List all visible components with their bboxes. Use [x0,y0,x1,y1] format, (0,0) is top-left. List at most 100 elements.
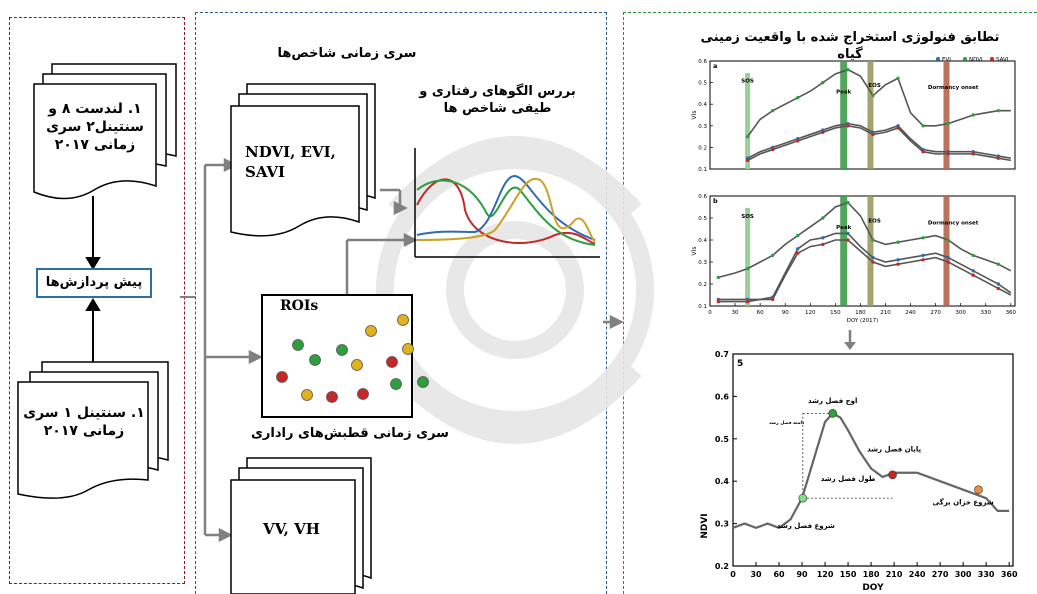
phenology-band [840,196,848,306]
data-point-savi [921,150,925,154]
annotation-label: Peak [836,89,851,95]
right-title: تطابق فنولوژی استخراج شده با واقعیت زمین… [700,30,1000,62]
data-point-ndvi [996,262,1000,266]
y-tick-label: 0.2 [698,282,707,288]
y-tick-label: 0.6 [715,392,730,401]
annotation-label: Dormancy onset [928,85,979,91]
annotation-length: طول فصل رشد [821,475,876,483]
data-point-ndvi [971,253,975,258]
x-tick-label: 150 [840,570,857,579]
phenology-band [745,73,751,169]
data-point-savi [996,286,1000,291]
phenology-point [974,485,983,494]
x-axis-label: DOY [862,583,884,593]
x-tick-label: 120 [817,570,834,579]
y-axis-label: NDVI [700,513,710,538]
annotation-label: EOS [868,218,880,224]
series-line-ndvi [732,411,1010,530]
phenology-band [745,208,751,306]
x-tick-label: 0 [708,310,712,316]
data-point-savi [921,258,925,262]
indices-document-stack [230,83,376,237]
x-tick-label: 210 [886,570,903,579]
phenology-band [867,196,874,306]
data-point-savi [716,299,721,304]
annotation-label: SOS [741,214,754,220]
data-point-savi [846,238,850,242]
radar-document-stack [230,457,372,594]
data-point-ndvi [716,275,721,280]
y-tick-label: 0.6 [698,194,707,200]
input-data-panel [9,17,185,584]
annotation-amplitude: دامنه فصل رشد [769,421,805,426]
annotation-peak: اوج فصل رشد [808,397,857,405]
data-point-ndvi [846,200,850,205]
x-tick-label: 180 [863,570,880,579]
processing-panel [195,12,607,594]
chart-c: 0.2 0.3 0.4 0.5 0.6 0.7 0 30 60 90 120 150 180 210 240… [700,350,1018,593]
series-line-evi [747,122,1011,159]
doc-bottom-text: ۱. سنتینل ۱ سری زمانی ۲۰۱۷ [23,405,145,440]
data-point-savi [896,126,900,130]
data-point-savi [996,156,1000,160]
y-tick-label: 0.4 [715,477,730,486]
preprocessing-label: پیش پردازش‌ها [45,275,143,290]
phenology-band [943,196,950,306]
phenology-point [828,409,838,418]
x-tick-label: 240 [909,570,926,579]
x-tick-label: 0 [730,570,736,579]
x-tick-label: 60 [773,570,785,579]
annotation-label: SOS [741,79,754,85]
x-tick-label: 330 [981,310,992,316]
down-arrow [844,330,856,350]
phenology-point [888,470,897,480]
data-point-ndvi [871,238,875,242]
data-point-evi [996,282,1000,286]
data-point-savi [821,242,825,247]
data-point-savi [796,251,800,255]
data-point-savi [846,124,850,128]
data-point-ndvi [921,236,925,240]
y-tick-label: 0.2 [715,562,729,571]
y-tick-label: 0.6 [698,59,707,65]
x-tick-label: 30 [750,570,762,579]
data-point-evi [796,247,800,251]
y-tick-label: 0.7 [715,350,729,359]
x-tick-label: 90 [782,310,789,316]
y-tick-label: 0.5 [698,216,707,222]
chart-b: 0.1 0.2 0.3 0.4 0.5 0.6 VIs 0 30 60 90 120 150 180 210… [691,194,1017,324]
phenology-band [943,61,950,169]
data-point-savi [946,152,950,156]
y-tick-label: 0.3 [715,520,729,529]
document-stack-bottom [17,361,169,499]
annotation-label: EOS [868,83,880,89]
y-tick-label: 0.3 [698,260,707,266]
x-tick-label: 90 [796,570,808,579]
x-tick-label: 330 [978,570,995,579]
indices-doc-text: NDVI, EVI, SAVI [245,143,336,182]
patterns-title: بررس الگوهای رفتاری و طیفی شاخص ها [419,84,576,116]
radar-doc-text: VV, VH [263,520,320,538]
data-point-evi [846,231,850,236]
x-tick-label: 240 [905,310,916,316]
data-point-ndvi [770,108,775,113]
legend-marker [936,57,940,61]
data-point-savi [971,273,975,277]
plot-frame [709,195,1016,307]
y-tick-label: 0.5 [698,81,707,87]
data-point-savi [745,299,750,304]
y-tick-label: 0.4 [698,238,707,244]
panel-letter: a [713,62,717,70]
x-tick-label: 270 [932,570,949,579]
data-point-savi [796,139,800,143]
data-point-savi [971,152,975,156]
annotation-sos: شروع فصل رشد [777,522,835,530]
rois-caption: سری زمانی قطبش‌های راداری [251,426,449,441]
x-tick-label: 360 [1006,310,1017,316]
y-tick-label: 0.2 [698,145,707,151]
data-point-ndvi [745,134,750,139]
document-stack-top [33,63,177,200]
x-tick-label: 30 [732,310,739,316]
legend-marker [990,57,994,61]
legend-label: SAVI [996,57,1009,63]
